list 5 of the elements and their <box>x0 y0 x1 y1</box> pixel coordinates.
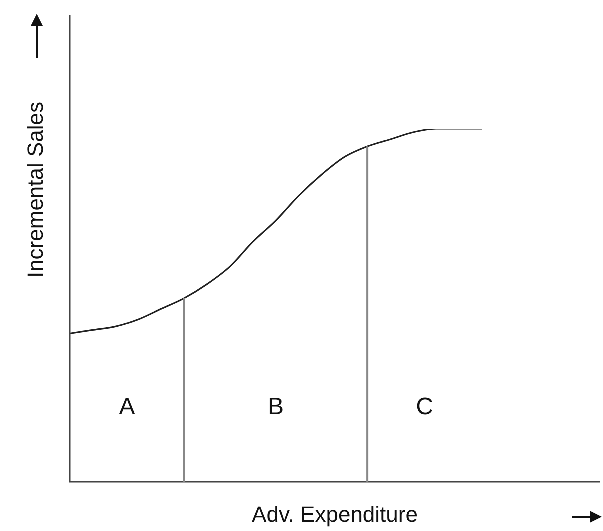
y-axis-title: Incremental Sales <box>23 102 48 278</box>
x-axis-title: Adv. Expenditure <box>252 502 418 528</box>
annotation: C <box>416 394 434 421</box>
annotation: A <box>119 394 136 421</box>
annotation: B <box>268 394 284 421</box>
